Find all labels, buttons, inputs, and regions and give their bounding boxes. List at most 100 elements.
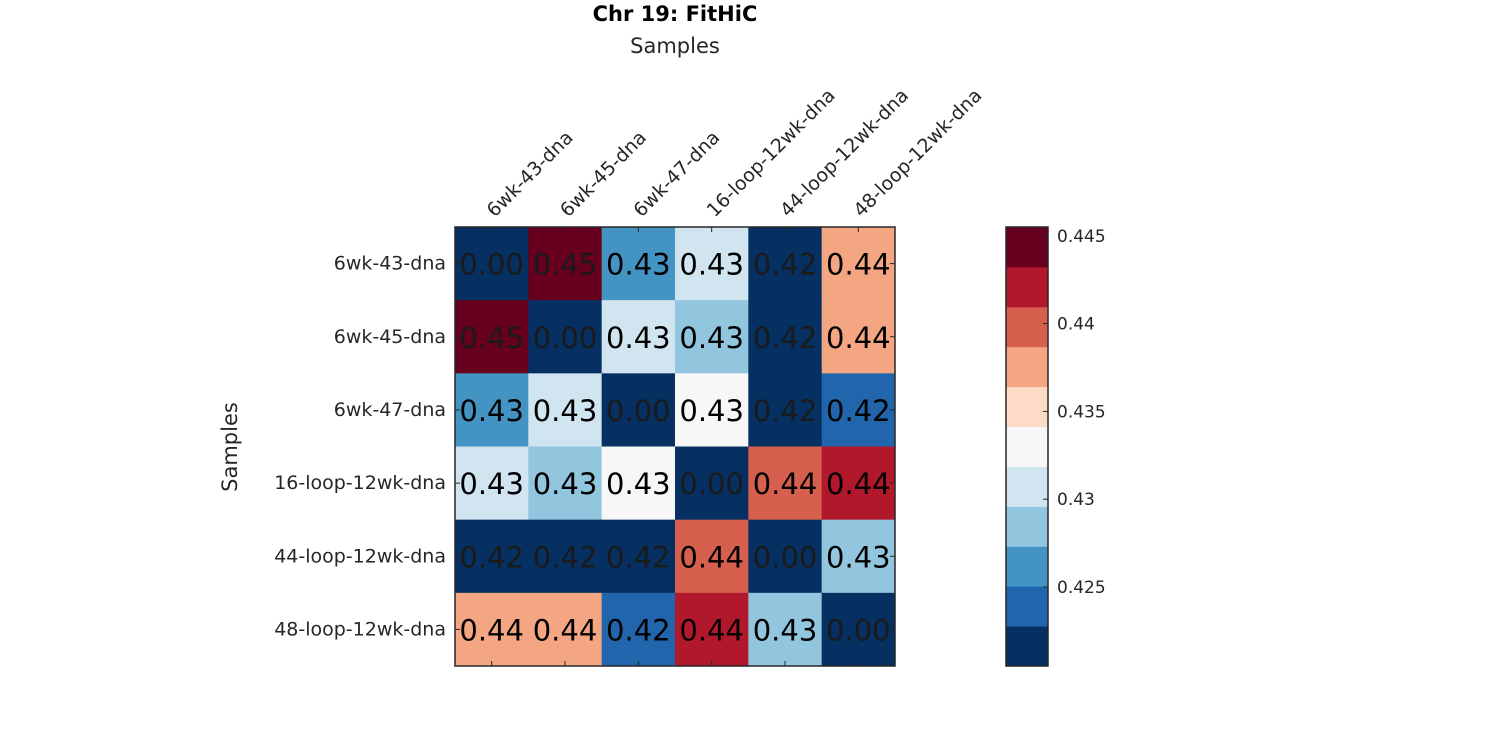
cell-value-label: 0.42 — [753, 394, 818, 428]
heatmap-cell — [675, 227, 749, 301]
cell-value-label: 0.00 — [679, 467, 744, 501]
cell-value-label: 0.42 — [533, 540, 598, 574]
cell-value-label: 0.43 — [606, 321, 671, 355]
cell-value-label: 0.43 — [459, 467, 524, 501]
y-tick-label: 6wk-47-dna — [334, 399, 446, 421]
cell-value-label: 0.00 — [753, 540, 818, 574]
heatmap-cell — [675, 373, 749, 447]
colorbar-segment — [1006, 546, 1048, 587]
y-tick-label: 6wk-45-dna — [334, 326, 446, 348]
cell-value-label: 0.42 — [826, 394, 891, 428]
colorbar: 0.445 0.44 0.435 0.43 0.425 — [1005, 226, 1106, 667]
y-tick-label: 6wk-43-dna — [334, 253, 446, 275]
heatmap-cell — [821, 446, 896, 521]
colorbar-tick-label: 0.44 — [1057, 315, 1095, 335]
heatmap-cell — [455, 300, 529, 374]
cell-value-label: 0.43 — [533, 467, 598, 501]
cell-value-label: 0.43 — [679, 394, 744, 428]
heatmap-cell — [675, 300, 749, 374]
heatmap-cell — [748, 227, 823, 301]
colorbar-segment — [1006, 506, 1048, 547]
x-tick-label: 44-loop-12wk-dna — [776, 84, 913, 221]
colorbar-segment — [1006, 626, 1048, 667]
heatmap-cell — [601, 300, 676, 374]
colorbar-segment — [1006, 386, 1048, 428]
chart-title: Chr 19: FitHiC — [593, 2, 758, 26]
x-tick-labels: 6wk-43-dna6wk-45-dna6wk-47-dna16-loop-12… — [483, 84, 987, 221]
cell-value-label: 0.00 — [826, 613, 891, 647]
cell-value-label: 0.43 — [753, 613, 818, 647]
heatmap-cell — [821, 227, 896, 301]
cell-value-label: 0.43 — [459, 394, 524, 428]
cell-value-label: 0.00 — [606, 394, 671, 428]
cell-value-label: 0.45 — [533, 248, 598, 282]
cell-value-label: 0.00 — [459, 248, 524, 282]
heatmap-cell — [455, 592, 529, 667]
cell-value-label: 0.42 — [606, 540, 671, 574]
heatmap-cell — [748, 300, 823, 374]
heatmap-cell — [455, 446, 529, 521]
y-tick-label: 16-loop-12wk-dna — [274, 472, 446, 494]
heatmap-cell — [528, 227, 603, 301]
cell-value-label: 0.44 — [679, 613, 744, 647]
heatmap-cell — [748, 446, 823, 521]
cell-value-label: 0.42 — [753, 248, 818, 282]
cell-value-label: 0.42 — [606, 613, 671, 647]
cell-value-label: 0.44 — [753, 467, 818, 501]
y-tick-label: 48-loop-12wk-dna — [274, 618, 446, 640]
heatmap-cell — [528, 446, 603, 521]
heatmap-cell — [455, 519, 529, 594]
heatmap-cell — [821, 300, 896, 374]
heatmap-cell — [455, 373, 529, 447]
cell-value-label: 0.43 — [533, 394, 598, 428]
colorbar-segment — [1006, 346, 1048, 388]
colorbar-tick-label: 0.435 — [1057, 402, 1106, 422]
cell-value-label: 0.44 — [459, 613, 524, 647]
colorbar-segment — [1006, 306, 1048, 348]
heatmap-cell — [748, 519, 823, 594]
heatmap-cell — [601, 446, 676, 521]
colorbar-segment — [1006, 227, 1048, 268]
y-tick-labels: 6wk-43-dna 6wk-45-dna 6wk-47-dna 16-loop-12… — [274, 253, 446, 641]
y-tick-label: 44-loop-12wk-dna — [274, 545, 446, 567]
cell-value-label: 0.44 — [826, 248, 891, 282]
heatmap-cell — [528, 373, 603, 447]
heatmap-cell — [455, 227, 529, 301]
heatmap-cell-labels: 0.00 0.45 0.43 0.43 0.42 0.440.45 0.00 0.43 0.43… — [459, 248, 890, 648]
heatmap-cell — [528, 592, 603, 667]
heatmap-cell — [821, 373, 896, 447]
colorbar-segment — [1006, 266, 1048, 308]
colorbar-tick-label: 0.445 — [1057, 227, 1106, 247]
heatmap-cell — [821, 519, 896, 594]
heatmap-cell — [821, 592, 896, 667]
cell-value-label: 0.44 — [533, 613, 598, 647]
cell-value-label: 0.44 — [826, 467, 891, 501]
heatmap-cell — [601, 373, 676, 447]
cell-value-label: 0.43 — [679, 321, 744, 355]
cell-value-label: 0.44 — [826, 321, 891, 355]
y-axis-label: Samples — [218, 402, 242, 492]
plot-frame — [454, 226, 896, 667]
x-axis-label: Samples — [630, 34, 720, 58]
heatmap-cell — [601, 592, 676, 667]
cell-value-label: 0.42 — [459, 540, 524, 574]
colorbar-tick-label: 0.43 — [1057, 490, 1095, 510]
x-tick-label: 16-loop-12wk-dna — [703, 84, 840, 221]
colorbar-segment — [1006, 586, 1048, 627]
x-tick-label: 48-loop-12wk-dna — [849, 84, 986, 221]
heatmap-cell — [528, 519, 603, 594]
cell-value-label: 0.43 — [606, 248, 671, 282]
cell-value-label: 0.45 — [459, 321, 524, 355]
heatmap-cells — [454, 226, 896, 667]
colorbar-frame — [1005, 226, 1049, 667]
heatmap-cell — [675, 592, 749, 667]
cell-value-label: 0.42 — [753, 321, 818, 355]
colorbar-segment — [1006, 466, 1048, 507]
cell-value-label: 0.00 — [533, 321, 598, 355]
cell-value-label: 0.43 — [826, 540, 891, 574]
cell-value-label: 0.43 — [679, 248, 744, 282]
heatmap-cell — [528, 300, 603, 374]
cell-value-label: 0.44 — [679, 540, 744, 574]
